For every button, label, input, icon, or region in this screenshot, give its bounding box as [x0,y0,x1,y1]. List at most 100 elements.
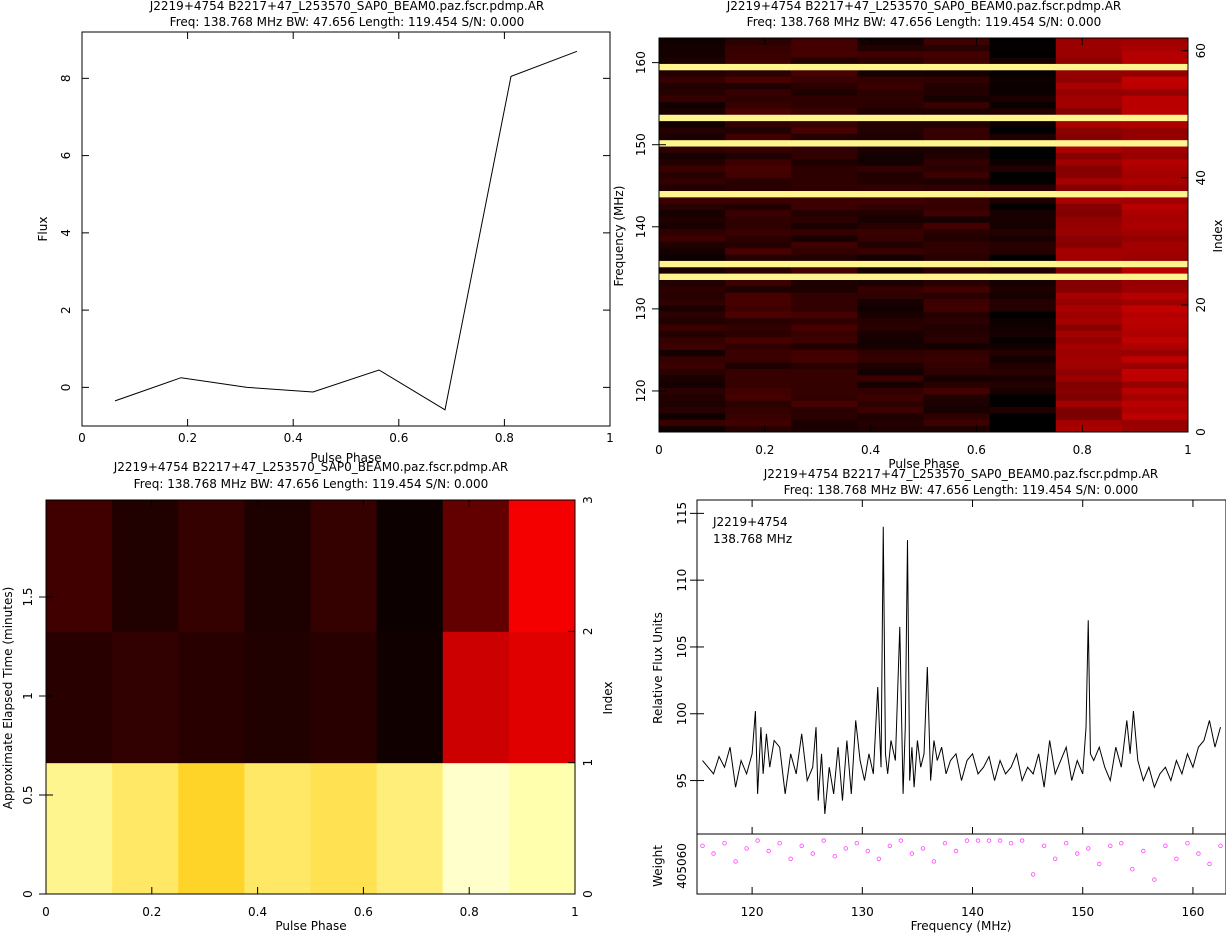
freq-phase-cell [791,196,858,204]
freq-phase-cell [1121,336,1189,344]
freq-phase-cell [725,101,792,109]
freq-phase-cell [791,343,858,350]
freq-phase-cell [1121,387,1189,395]
freq-phase-cell [725,349,792,357]
freq-phase-cell [1055,374,1123,382]
freq-phase-cell [857,57,924,64]
freq-phase-cell [725,152,792,160]
freq-phase-cell [1121,406,1189,414]
x-tick-label: 0.4 [861,443,880,457]
weight-point [865,848,871,854]
freq-phase-cell [923,374,991,382]
freq-phase-cell [923,133,991,141]
freq-phase-cell [791,165,858,172]
freq-phase-cell [1121,57,1189,64]
freq-phase-cell [923,235,991,242]
freq-phase-cell [791,222,858,230]
freq-phase-cell [857,184,924,192]
x-tick-label: 0.8 [495,431,514,445]
time-phase-index-label: Index [601,681,615,714]
freq-phase-cell [1055,120,1123,128]
bandpass-title-line1: J2219+4754 B2217+47_L253570_SAP0_BEAM0.p… [763,467,1159,481]
profile-panel: J2219+4754 B2217+47_L253570_SAP0_BEAM0.p… [36,0,614,465]
freq-phase-cell [1121,184,1189,192]
freq-phase-cell [923,343,991,350]
freq-phase-cell [923,120,991,128]
freq-phase-cell [659,69,726,77]
freq-phase-cell [1121,133,1189,141]
freq-phase-cell [923,177,991,185]
y2-tick-label: 60 [1194,43,1208,58]
freq-phase-cell [923,304,991,312]
freq-phase-cell [791,323,858,331]
freq-phase-cell [725,120,792,128]
freq-phase-cell [1121,260,1189,268]
freq-phase-cell [659,95,726,103]
freq-phase-cell [989,279,1057,287]
freq-phase-cell [659,57,726,64]
freq-phase-cell [791,82,858,90]
freq-phase-cell [791,292,858,300]
freq-phase-cell [857,374,924,382]
y-tick-label: 0.5 [21,785,35,804]
freq-phase-cell [725,203,792,211]
time-phase-cell [178,631,245,764]
freq-phase-cell [725,412,792,420]
freq-phase-cell [659,203,726,211]
freq-phase-cell [791,235,858,242]
freq-phase-cell [725,177,792,185]
freq-phase-cell [857,146,924,153]
weight-point [733,859,738,864]
freq-phase-cell [791,133,858,141]
freq-phase-cell [791,209,858,217]
freq-phase-cell [857,273,924,280]
y-tick-label: 115 [675,502,689,525]
profile-x-axis-label: Pulse Phase [310,451,381,465]
freq-phase-cell [659,139,726,147]
freq-phase-cell [1121,120,1189,128]
freq-phase-cell [923,298,991,306]
x-tick-label: 0 [78,431,86,445]
freq-phase-cell [857,425,924,433]
freq-phase-cell [1121,152,1189,160]
freq-phase-cell [725,387,792,395]
freq-phase-cell [1121,50,1189,58]
freq-phase-cell [923,292,991,300]
weight-point [744,846,749,851]
freq-phase-cell [857,107,924,115]
freq-phase-cell [1121,126,1189,134]
freq-phase-cell [989,196,1057,204]
weight-point [722,841,727,846]
y-tick-label: 105 [675,636,689,659]
freq-phase-cell [659,241,726,249]
freq-phase-cell [1055,152,1123,160]
freq-phase-cell [923,317,991,325]
bandpass-panel: J2219+4754 B2217+47_L253570_SAP0_BEAM0.p… [651,467,1226,933]
freq-phase-cell [725,362,792,369]
freq-phase-cell [857,133,924,141]
freq-phase-cell [989,368,1057,376]
freq-phase-cell [857,247,924,255]
freq-phase-cell [725,343,792,350]
freq-phase-cell [989,273,1057,280]
time-phase-cell [46,500,113,632]
freq-phase-cell [725,241,792,249]
freq-phase-cell [659,419,726,427]
freq-phase-cell [923,419,991,427]
freq-phase-cell [659,273,726,280]
freq-phase-cell [857,343,924,350]
freq-phase-cell [989,317,1057,325]
x-tick-label: 0.2 [142,905,161,919]
freq-phase-cell [989,38,1057,45]
freq-phase-cell [725,285,792,293]
freq-phase-cell [1121,285,1189,293]
freq-phase-cell [791,247,858,255]
weight-point [1030,872,1036,877]
freq-phase-cell [1121,343,1189,350]
freq-phase-cell [659,285,726,293]
freq-phase-cell [791,107,858,115]
freq-phase-cell [923,44,991,52]
weight-point [1108,843,1113,848]
freq-phase-cell [659,88,726,96]
